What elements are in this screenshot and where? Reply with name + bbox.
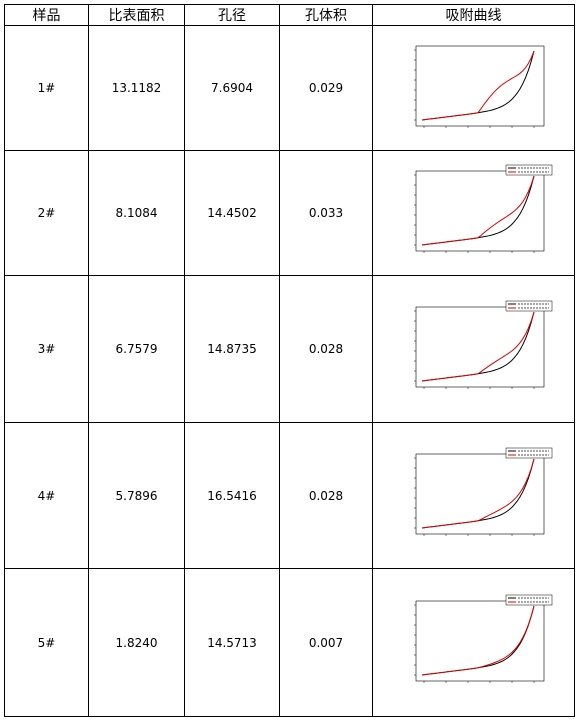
isotherm-curve bbox=[421, 458, 534, 528]
table-cell: 2# bbox=[4, 150, 89, 276]
chart-part bbox=[505, 164, 552, 176]
chart-cell bbox=[372, 150, 575, 276]
isotherm-curve bbox=[421, 175, 534, 246]
header-cell: 吸附曲线 bbox=[372, 4, 575, 26]
table-cell: 16.5416 bbox=[184, 422, 280, 569]
table-cell: 13.1182 bbox=[88, 25, 185, 151]
table-cell: 1# bbox=[4, 25, 89, 151]
table-cell: 14.4502 bbox=[184, 150, 280, 276]
chart-part bbox=[505, 300, 552, 312]
header-cell: 孔径 bbox=[184, 4, 280, 26]
table-cell: 0.028 bbox=[279, 275, 373, 423]
adsorption-sketch bbox=[413, 300, 552, 389]
table-row: 3# 6.7579 14.8735 0.028 bbox=[4, 275, 575, 423]
table-cell: 0.007 bbox=[279, 568, 373, 717]
isotherm-curve bbox=[421, 175, 534, 246]
chart-cell bbox=[372, 25, 575, 151]
header-cell: 样品 bbox=[4, 4, 89, 26]
chart-part bbox=[415, 170, 544, 252]
table-cell: 0.028 bbox=[279, 422, 373, 569]
chart-part bbox=[505, 594, 552, 605]
table-row: 1# 13.1182 7.6904 0.029 bbox=[4, 25, 575, 151]
adsorption-sketch bbox=[413, 447, 552, 536]
adsorption-sketch bbox=[413, 45, 544, 128]
table-cell: 0.029 bbox=[279, 25, 373, 151]
adsorption-sketch bbox=[413, 164, 552, 253]
chart-part bbox=[415, 600, 544, 681]
chart-cell bbox=[372, 568, 575, 717]
isotherm-curve bbox=[421, 50, 534, 121]
chart-part bbox=[505, 447, 552, 458]
isotherm-curve bbox=[421, 605, 534, 675]
isotherm-curve bbox=[421, 605, 534, 675]
table-cell: 8.1084 bbox=[88, 150, 185, 276]
table-cell: 14.5713 bbox=[184, 568, 280, 717]
table-cell: 5.7896 bbox=[88, 422, 185, 569]
table-cell: 7.6904 bbox=[184, 25, 280, 151]
table-row: 2# 8.1084 14.4502 0.033 bbox=[4, 150, 575, 276]
header-row: 样品 比表面积 孔径 孔体积 吸附曲线 bbox=[4, 4, 575, 26]
table-cell: 4# bbox=[4, 422, 89, 569]
chart-part bbox=[415, 453, 544, 534]
header-cell: 孔体积 bbox=[279, 4, 373, 26]
isotherm-curve bbox=[421, 458, 534, 528]
table-cell: 5# bbox=[4, 568, 89, 717]
table-cell: 1.8240 bbox=[88, 568, 185, 717]
table-cell: 14.8735 bbox=[184, 275, 280, 423]
table-row: 4# 5.7896 16.5416 0.028 bbox=[4, 422, 575, 569]
chart-part bbox=[415, 306, 544, 388]
chart-cell bbox=[372, 422, 575, 569]
table-cell: 6.7579 bbox=[88, 275, 185, 423]
table-cell: 0.033 bbox=[279, 150, 373, 276]
isotherm-curve bbox=[421, 311, 534, 382]
chart-part bbox=[415, 45, 544, 127]
header-cell: 比表面积 bbox=[88, 4, 185, 26]
chart-cell bbox=[372, 275, 575, 423]
table-row: 5# 1.8240 14.5713 0.007 bbox=[4, 568, 575, 717]
table-cell: 3# bbox=[4, 275, 89, 423]
isotherm-curve bbox=[421, 50, 534, 121]
adsorption-sketch bbox=[413, 594, 552, 683]
data-table: 样品 比表面积 孔径 孔体积 吸附曲线 1# 13.1182 7.6904 0.029 2# 8.… bbox=[4, 4, 575, 717]
